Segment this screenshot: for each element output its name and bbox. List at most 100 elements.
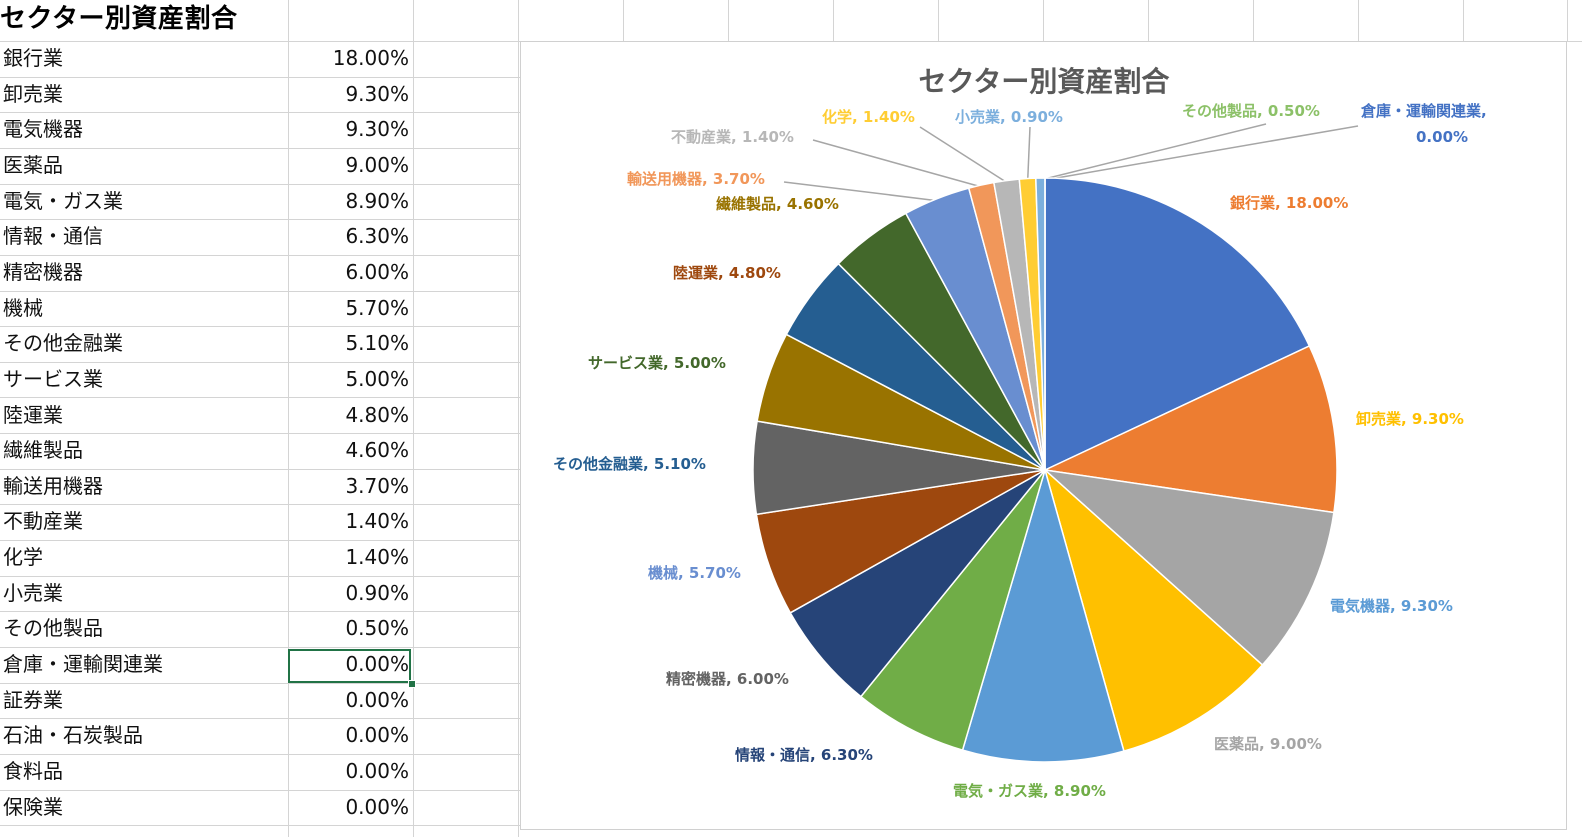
row-divider xyxy=(0,576,520,577)
sector-name-cell[interactable]: 不動産業 xyxy=(3,509,83,534)
fill-handle[interactable] xyxy=(408,680,416,688)
table-row[interactable]: 証券業 0.00% xyxy=(0,683,415,718)
sector-name-cell[interactable]: 機械 xyxy=(3,295,43,320)
data-label: 小売業, 0.90% xyxy=(955,108,1063,126)
table-row[interactable]: 食料品 0.00% xyxy=(0,754,415,789)
sector-percent-cell[interactable]: 9.30% xyxy=(345,117,409,142)
sector-name-cell[interactable]: 陸運業 xyxy=(3,402,63,427)
sector-percent-cell[interactable]: 0.90% xyxy=(345,580,409,605)
sector-name-cell[interactable]: 電気・ガス業 xyxy=(3,188,123,213)
row-divider xyxy=(0,148,520,149)
row-divider xyxy=(0,397,520,398)
sector-percent-cell[interactable]: 0.50% xyxy=(345,616,409,641)
sector-name-cell[interactable]: 卸売業 xyxy=(3,81,63,106)
data-label: 繊維製品, 4.60% xyxy=(716,195,839,213)
column-divider xyxy=(1043,0,1044,41)
sector-percent-cell[interactable]: 0.00% xyxy=(345,652,409,677)
sector-percent-cell[interactable]: 0.00% xyxy=(345,687,409,712)
sector-name-cell[interactable]: 精密機器 xyxy=(3,259,83,284)
sector-name-cell[interactable]: 保険業 xyxy=(3,794,63,819)
table-row[interactable]: 石油・石炭製品 0.00% xyxy=(0,718,415,753)
table-row[interactable]: 情報・通信 6.30% xyxy=(0,219,415,254)
pie-slice[interactable] xyxy=(961,467,1125,763)
sector-percent-cell[interactable]: 8.90% xyxy=(345,188,409,213)
data-label: 陸運業, 4.80% xyxy=(673,264,781,282)
table-row[interactable]: 保険業 0.00% xyxy=(0,790,415,825)
sector-name-cell[interactable]: 倉庫・運輸関連業 xyxy=(3,652,163,677)
row-divider xyxy=(0,219,520,220)
row-divider xyxy=(0,504,520,505)
sector-name-cell[interactable]: 食料品 xyxy=(3,759,63,783)
table-row[interactable]: 医薬品 9.00% xyxy=(0,148,415,183)
column-divider xyxy=(833,0,834,41)
table-row[interactable]: 不動産業 1.40% xyxy=(0,504,415,539)
sheet-title-cell[interactable]: セクター別資産割合 xyxy=(0,4,238,34)
table-row[interactable]: 陸運業 4.80% xyxy=(0,398,415,433)
row-divider xyxy=(0,184,520,185)
sector-percent-cell[interactable]: 6.00% xyxy=(345,259,409,284)
sector-name-cell[interactable]: 情報・通信 xyxy=(3,224,103,249)
sector-percent-cell[interactable]: 0.00% xyxy=(345,794,409,819)
sector-percent-cell[interactable]: 4.80% xyxy=(345,402,409,427)
sector-name-cell[interactable]: 小売業 xyxy=(3,580,63,605)
data-label: 化学, 1.40% xyxy=(822,108,915,126)
sector-name-cell[interactable]: その他金融業 xyxy=(3,331,123,356)
column-divider xyxy=(938,0,939,41)
pie-chart[interactable]: セクター別資産割合 銀行業, 18.00% 卸売業, 9.30% 電気機器, 9.3… xyxy=(520,41,1567,830)
column-divider xyxy=(518,0,519,837)
pie-slice[interactable] xyxy=(1042,344,1338,514)
sector-percent-cell[interactable]: 5.00% xyxy=(345,366,409,391)
pie-slice[interactable] xyxy=(1042,468,1335,667)
sector-percent-cell[interactable]: 9.00% xyxy=(345,152,409,177)
table-row[interactable]: 小売業 0.90% xyxy=(0,576,415,611)
sector-percent-cell[interactable]: 5.70% xyxy=(345,295,409,320)
leader-lines xyxy=(783,123,1359,202)
table-row[interactable]: 電気機器 9.30% xyxy=(0,112,415,147)
table-row[interactable]: 精密機器 6.00% xyxy=(0,255,415,290)
table-row[interactable]: サービス業 5.00% xyxy=(0,362,415,397)
pie-slice[interactable] xyxy=(1044,177,1311,472)
sector-percent-cell[interactable]: 18.00% xyxy=(332,46,409,70)
sector-percent-cell[interactable]: 3.70% xyxy=(345,473,409,498)
column-divider xyxy=(728,0,729,41)
sector-name-cell[interactable]: 繊維製品 xyxy=(3,438,83,463)
table-row[interactable]: 倉庫・運輸関連業 0.00% xyxy=(0,647,415,682)
sector-name-cell[interactable]: 銀行業 xyxy=(3,46,63,70)
sector-percent-cell[interactable]: 4.60% xyxy=(345,438,409,463)
row-divider xyxy=(0,647,520,648)
data-label: 輸送用機器, 3.70% xyxy=(627,170,765,188)
sector-percent-cell[interactable]: 0.00% xyxy=(345,759,409,783)
table-row[interactable]: 化学 1.40% xyxy=(0,540,415,575)
sector-name-cell[interactable]: 証券業 xyxy=(3,687,63,712)
table-row[interactable]: 輸送用機器 3.70% xyxy=(0,469,415,504)
sector-percent-cell[interactable]: 0.00% xyxy=(345,723,409,748)
row-divider xyxy=(0,683,520,684)
sector-percent-cell[interactable]: 9.30% xyxy=(345,81,409,106)
sector-name-cell[interactable]: 医薬品 xyxy=(3,152,63,177)
table-row[interactable]: 銀行業 18.00% xyxy=(0,41,415,76)
data-label: 銀行業, 18.00% xyxy=(1230,194,1348,212)
table-row[interactable]: その他製品 0.50% xyxy=(0,611,415,646)
sector-name-cell[interactable]: 輸送用機器 xyxy=(3,473,103,498)
table-row[interactable]: 電気・ガス業 8.90% xyxy=(0,184,415,219)
sector-name-cell[interactable]: 石油・石炭製品 xyxy=(3,723,143,748)
pie-slice[interactable] xyxy=(859,469,1046,752)
pie-slices xyxy=(752,177,1338,763)
pie-chart-svg: セクター別資産割合 銀行業, 18.00% 卸売業, 9.30% 電気機器, 9.3… xyxy=(553,65,1487,800)
row-divider xyxy=(0,754,520,755)
table-row[interactable]: 卸売業 9.30% xyxy=(0,77,415,112)
sector-name-cell[interactable]: サービス業 xyxy=(3,366,103,391)
sector-percent-cell[interactable]: 1.40% xyxy=(345,545,409,570)
active-cell-selection[interactable] xyxy=(288,649,411,683)
sector-name-cell[interactable]: 化学 xyxy=(3,545,43,570)
table-row[interactable]: その他金融業 5.10% xyxy=(0,326,415,361)
pie-slice[interactable] xyxy=(1043,467,1264,753)
sector-name-cell[interactable]: その他製品 xyxy=(3,616,103,641)
sector-percent-cell[interactable]: 6.30% xyxy=(345,224,409,249)
table-row[interactable]: 機械 5.70% xyxy=(0,291,415,326)
table-row[interactable]: 繊維製品 4.60% xyxy=(0,433,415,468)
sector-percent-cell[interactable]: 1.40% xyxy=(345,509,409,534)
sector-name-cell[interactable]: 電気機器 xyxy=(3,117,83,142)
row-divider xyxy=(0,362,520,363)
sector-percent-cell[interactable]: 5.10% xyxy=(345,331,409,356)
